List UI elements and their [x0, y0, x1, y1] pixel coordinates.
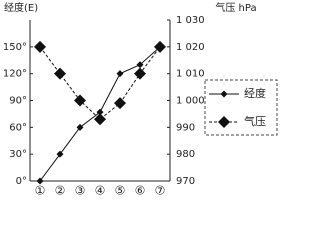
y2-tick-label: 1 000: [176, 96, 205, 107]
y2-tick-label: 1 030: [176, 15, 205, 26]
y2-tick-label: 1 010: [176, 69, 205, 80]
point: [54, 67, 66, 80]
y2-tick-label: 1 020: [176, 42, 205, 53]
x-tick-label: ①: [35, 184, 46, 198]
y-tick-label: 30°: [9, 149, 27, 160]
y2-tick-label: 990: [176, 122, 195, 133]
point: [34, 40, 46, 53]
legend-label: 经度: [244, 86, 266, 100]
point: [94, 113, 106, 126]
legend-label: 气压: [244, 114, 266, 128]
point: [154, 40, 166, 53]
legend-marker: [218, 116, 230, 128]
y2-tick-label: 970: [176, 176, 195, 187]
point: [74, 94, 86, 107]
point: [136, 61, 144, 69]
y-tick-label: 0°: [16, 176, 27, 187]
y-tick-label: 90°: [9, 96, 27, 107]
y-tick-label: 60°: [9, 122, 27, 133]
x-tick-label: ②: [55, 184, 66, 198]
x-tick-label: ④: [95, 184, 106, 198]
y2-axis-label: 气压 hPa: [215, 1, 256, 14]
x-tick-label: ⑥: [135, 184, 146, 198]
point: [96, 108, 104, 116]
point: [56, 150, 64, 158]
y-axis-label: 经度(E): [4, 1, 38, 14]
chart: 经度(E) 气压 hPa 0° 30° 60° 90° 120° 150° 970 980 99…: [3, 1, 278, 198]
point: [116, 70, 124, 78]
y2-tick-label: 980: [176, 149, 195, 160]
x-tick-label: ⑤: [115, 184, 126, 198]
point: [36, 177, 44, 185]
point: [76, 123, 84, 131]
legend-box: [204, 79, 278, 136]
legend-marker: [220, 90, 228, 98]
point: [134, 67, 146, 80]
y-tick-label: 120°: [3, 69, 27, 80]
x-tick-label: ⑦: [155, 184, 166, 198]
series-line: [39, 46, 161, 120]
x-tick-label: ③: [75, 184, 86, 198]
y-tick-label: 150°: [3, 42, 27, 53]
point: [114, 97, 126, 110]
